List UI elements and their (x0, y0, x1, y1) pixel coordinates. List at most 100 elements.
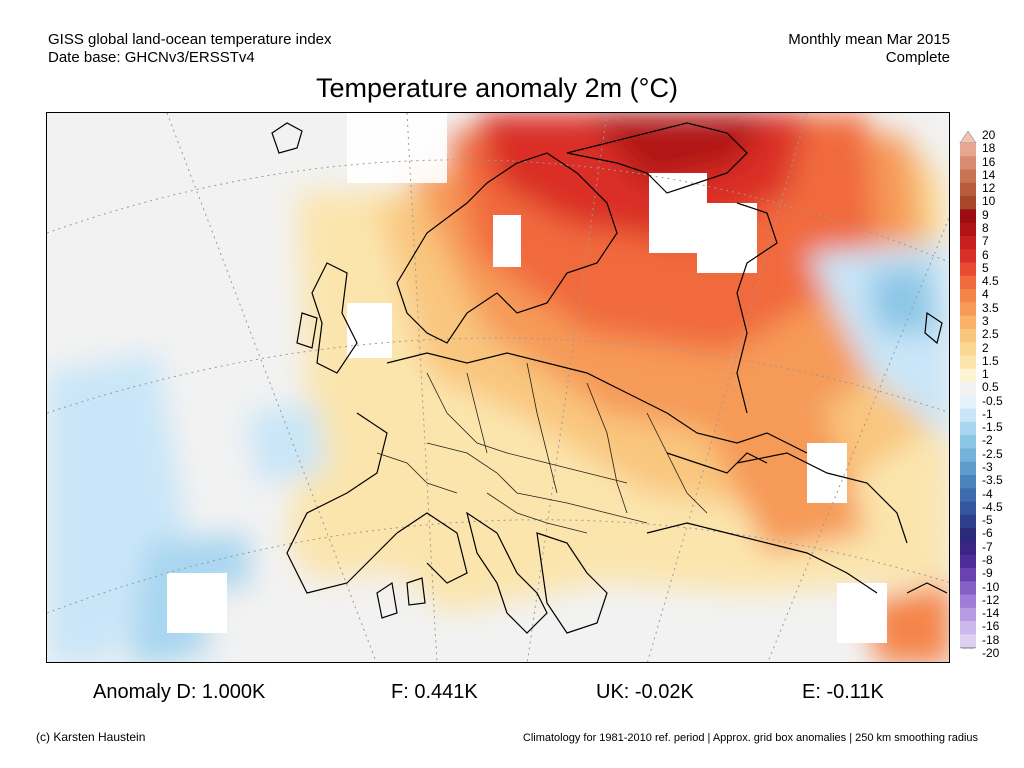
legend-bottom-triangle (959, 647, 977, 650)
legend-swatch (960, 475, 976, 489)
legend-swatch (960, 235, 976, 250)
legend-label: 12 (982, 181, 996, 196)
legend-label: -4.5 (982, 499, 1003, 514)
legend-swatch (960, 382, 976, 396)
legend-label: 10 (982, 194, 996, 209)
legend-bar (959, 130, 977, 650)
legend-swatch (960, 289, 976, 303)
legend-swatch (960, 541, 976, 556)
legend-label: 2.5 (982, 327, 999, 342)
anomaly-e: E: -0.11K (802, 681, 884, 703)
legend-swatch (960, 328, 976, 343)
legend-label: 1 (982, 367, 989, 382)
graticule (47, 113, 949, 662)
legend-swatch (960, 421, 976, 436)
legend-swatch (960, 196, 976, 210)
borders (376, 362, 708, 534)
legend-label: 0.5 (982, 380, 999, 395)
color-legend (958, 130, 978, 650)
legend-label: 16 (982, 154, 996, 169)
legend-label: 2 (982, 340, 989, 355)
legend-label: 6 (982, 247, 989, 262)
legend-swatch (960, 567, 976, 582)
legend-swatch (960, 355, 976, 370)
legend-label: -5 (982, 513, 993, 528)
legend-swatch (960, 514, 976, 529)
period-label: Monthly mean Mar 2015 (788, 31, 950, 48)
legend-label: 1.5 (982, 353, 999, 368)
legend-swatch (960, 156, 976, 171)
legend-label: -9 (982, 566, 993, 581)
anomaly-f: F: 0.441K (391, 681, 478, 703)
legend-swatch (960, 342, 976, 357)
legend-label: 18 (982, 141, 996, 156)
legend-swatch (960, 488, 976, 503)
legend-swatch (960, 448, 976, 463)
legend-label: -3 (982, 460, 993, 475)
coastlines (271, 122, 948, 634)
legend-label: -1.5 (982, 420, 1003, 435)
legend-label: -10 (982, 579, 1000, 594)
legend-swatch (960, 554, 976, 569)
legend-swatch (960, 435, 976, 450)
legend-label: -14 (982, 606, 1000, 621)
legend-label: -18 (982, 632, 1000, 647)
legend-swatch (960, 368, 976, 383)
legend-swatch (960, 169, 976, 184)
climatology-note: Climatology for 1981-2010 ref. period | … (522, 732, 978, 744)
legend-label: -6 (982, 526, 993, 541)
legend-label: -8 (982, 553, 993, 568)
anomaly-map (46, 112, 950, 663)
legend-swatch (960, 528, 976, 543)
legend-label: 3.5 (982, 300, 999, 315)
legend-label: 9 (982, 207, 989, 222)
legend-label: 5 (982, 260, 989, 275)
legend-swatch (960, 607, 976, 622)
legend-swatch (960, 142, 976, 157)
legend-label: -0.5 (982, 393, 1003, 408)
header-left: GISS global land-ocean temperature index… (48, 31, 332, 67)
legend-swatch (960, 634, 976, 649)
legend-label: 20 (982, 128, 996, 142)
legend-swatch (960, 182, 976, 197)
legend-swatch (960, 581, 976, 596)
legend-swatch (960, 209, 976, 224)
legend-top-triangle (959, 130, 977, 144)
legend-label: -4 (982, 486, 993, 501)
legend-swatch (960, 315, 976, 330)
legend-label: -16 (982, 619, 1000, 634)
legend-label: -7 (982, 539, 993, 554)
legend-label: -12 (982, 592, 1000, 607)
legend-swatch (960, 249, 976, 264)
legend-swatch (960, 621, 976, 635)
legend-label: -1 (982, 406, 993, 421)
legend-label: 4 (982, 287, 989, 302)
data-base-label: Date base: GHCNv3/ERSSTv4 (48, 49, 255, 66)
legend-swatch (960, 302, 976, 317)
legend-label: -2.5 (982, 446, 1003, 461)
legend-label: -3.5 (982, 473, 1003, 488)
legend-swatch (960, 501, 976, 516)
legend-swatch (960, 461, 976, 476)
anomaly-uk: UK: -0.02K (596, 681, 694, 703)
legend-label: 4.5 (982, 274, 999, 289)
legend-swatch (960, 395, 976, 410)
legend-label: -2 (982, 433, 993, 448)
dataset-title: GISS global land-ocean temperature index (48, 31, 332, 48)
anomaly-d: Anomaly D: 1.000K (93, 681, 266, 703)
completeness-label: Complete (885, 49, 950, 66)
legend-label: 7 (982, 234, 989, 249)
map-title: Temperature anomaly 2m (°C) (316, 73, 678, 103)
legend-swatch (960, 275, 976, 290)
legend-swatch (960, 408, 976, 423)
legend-swatch (960, 262, 976, 277)
header-right: Monthly mean Mar 2015 Complete (788, 31, 950, 67)
credit: (c) Karsten Haustein (36, 730, 146, 744)
legend-swatch (960, 222, 976, 237)
legend-label: 8 (982, 220, 989, 235)
legend-swatch (960, 594, 976, 609)
legend-label: 3 (982, 313, 989, 328)
anomaly-map-canvas (47, 113, 949, 662)
legend-label: -20 (982, 646, 1000, 660)
legend-label: 14 (982, 167, 996, 182)
